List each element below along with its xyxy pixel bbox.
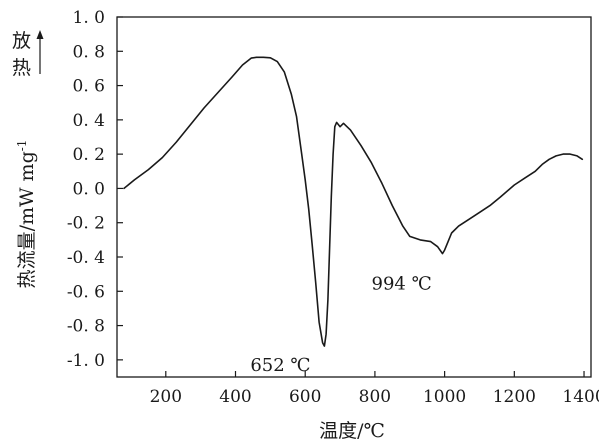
exo-char-2: 热 bbox=[12, 57, 31, 79]
x-tick-label: 400 bbox=[219, 387, 251, 407]
x-axis-title: 温度/℃ bbox=[319, 420, 385, 442]
x-axis: 200 400 600 800 1000 1200 1400 bbox=[150, 371, 599, 407]
svg-text:热流量/mW mg-1: 热流量/mW mg-1 bbox=[15, 140, 38, 289]
y-tick-label: -0. 4 bbox=[67, 248, 105, 268]
y-tick-label: 0. 8 bbox=[73, 42, 105, 62]
y-axis-title: 热流量/mW mg-1 bbox=[15, 140, 38, 289]
x-tick-label: 800 bbox=[359, 387, 391, 407]
y-tick-label: 0. 0 bbox=[73, 179, 105, 199]
y-axis-title-main: 热流量/mW mg bbox=[16, 151, 38, 288]
heat-flow-curve bbox=[123, 56, 584, 347]
y-tick-label: -0. 2 bbox=[67, 214, 105, 234]
y-tick-label: 0. 4 bbox=[73, 111, 105, 131]
x-tick-label: 200 bbox=[150, 387, 182, 407]
exo-arrow-head-icon bbox=[36, 30, 44, 39]
annotation-peak-994: 994 ℃ bbox=[372, 274, 432, 295]
y-axis: 1. 0 0. 8 0. 6 0. 4 0. 2 0. 0 -0. 2 -0. 4 -0. 6 -… bbox=[67, 8, 123, 371]
y-tick-label: -1. 0 bbox=[67, 351, 105, 371]
x-tick-label: 600 bbox=[289, 387, 321, 407]
y-tick-label: 0. 6 bbox=[73, 77, 105, 97]
x-tick-label: 1200 bbox=[493, 387, 536, 407]
y-tick-label: 0. 2 bbox=[73, 145, 105, 165]
x-tick-label: 1000 bbox=[423, 387, 466, 407]
y-tick-label: -0. 8 bbox=[67, 317, 105, 337]
peak-annotations: 652 ℃ 994 ℃ bbox=[250, 274, 431, 377]
y-tick-label: 1. 0 bbox=[73, 8, 105, 28]
y-tick-label: -0. 6 bbox=[67, 282, 105, 302]
y-axis-title-exponent: -1 bbox=[15, 140, 29, 152]
annotation-peak-652: 652 ℃ bbox=[250, 355, 310, 376]
exo-direction-label: 放 热 bbox=[12, 30, 44, 79]
x-tick-label: 1400 bbox=[562, 387, 599, 407]
exo-char-1: 放 bbox=[12, 30, 31, 52]
plot-frame bbox=[116, 16, 592, 378]
